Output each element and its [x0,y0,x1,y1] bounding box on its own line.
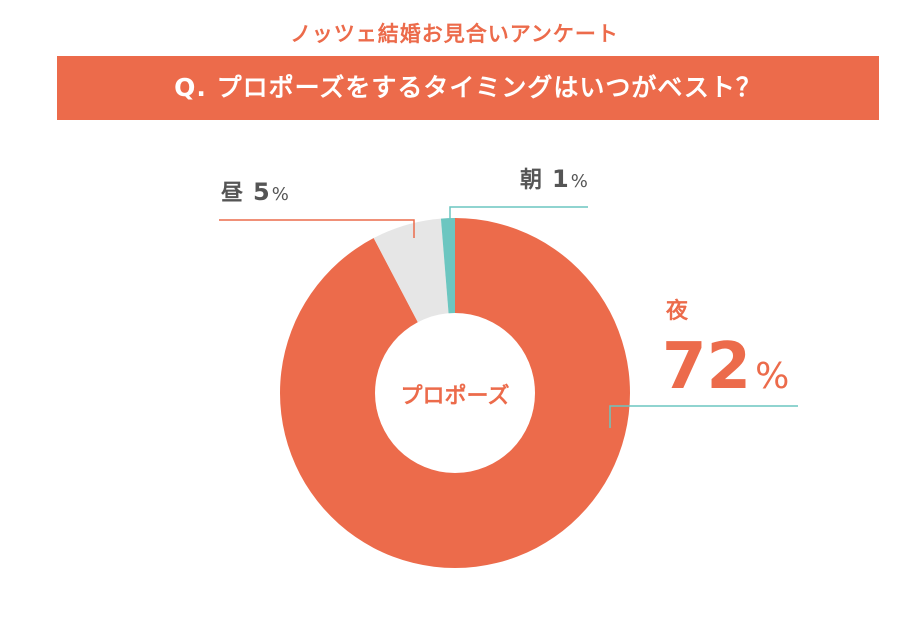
donut-hole [375,313,535,473]
leader-line-day [219,219,415,238]
question-banner: Q. プロポーズをするタイミングはいつがベスト？ [57,56,879,120]
center-label: プロポーズ [401,383,510,409]
slice-label-night: 夜 [665,298,689,324]
unit-morning: % [571,171,588,192]
slice-label-morning: 朝 [520,167,542,193]
value-morning: 1 [552,165,569,193]
slice-label-morning-group: 朝 1% [520,165,588,193]
unit-day: % [272,184,289,205]
unit-night: % [755,356,789,397]
survey-subtitle: ノッツェ結婚お見合いアンケート [290,22,619,46]
leader-line-morning [449,206,588,228]
value-day: 5 [253,178,270,206]
slice-value-night: 72% [662,330,789,404]
leader-line-night [609,405,798,428]
question-text: Q. プロポーズをするタイミングはいつがベスト？ [174,73,762,102]
slice-label-day-group: 昼 5% [221,178,289,206]
slice-label-day: 昼 [221,181,244,206]
value-night: 72 [662,330,751,404]
